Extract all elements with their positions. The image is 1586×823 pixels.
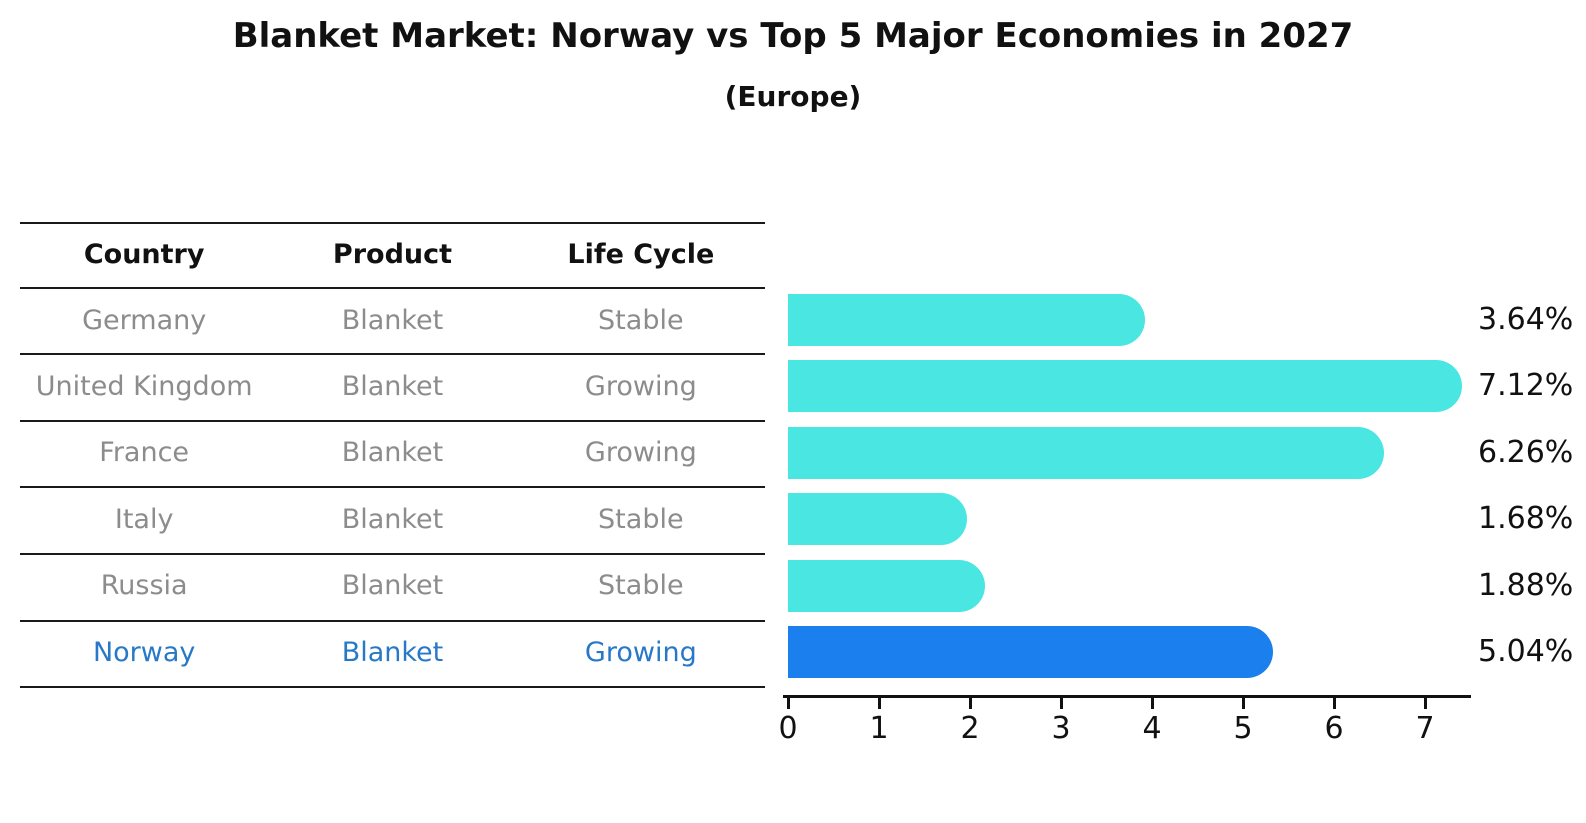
table-header-row: Country Product Life Cycle (20, 222, 765, 286)
x-axis-tick (968, 698, 972, 709)
table-cell-country: France (99, 437, 190, 469)
table-cell-lifecycle: Stable (598, 570, 684, 602)
table-cell-product: Blanket (341, 304, 444, 336)
bar-value-label: 7.12% (1478, 368, 1574, 404)
bar-value-label: 6.26% (1478, 434, 1574, 470)
bar-value-label: 1.88% (1478, 567, 1574, 603)
x-axis-tick-label: 5 (1233, 711, 1253, 746)
x-axis-tick-label: 7 (1415, 711, 1435, 746)
table-cell-country: Germany (82, 304, 207, 336)
bar-value-label: 3.64% (1478, 302, 1574, 337)
bar-value-label: 5.04% (1478, 634, 1574, 669)
table-cell-lifecycle: Growing (584, 636, 697, 668)
table-cell-lifecycle: Growing (584, 370, 697, 402)
table-cell-lifecycle: Stable (598, 304, 684, 336)
x-axis-tick (1423, 698, 1427, 709)
x-axis-tick-label: 2 (960, 711, 980, 746)
x-axis-tick (877, 698, 881, 709)
table-divider (20, 420, 765, 422)
chart-title: Blanket Market: Norway vs Top 5 Major Ec… (232, 16, 1354, 56)
table-cell-product: Blanket (341, 503, 444, 535)
bar-italy (788, 493, 967, 546)
table-cell-product: Blanket (341, 437, 444, 469)
x-axis-tick-label: 1 (869, 711, 889, 746)
table-divider (20, 553, 765, 555)
x-axis-tick-label: 0 (778, 711, 798, 746)
table-cell-lifecycle: Growing (584, 437, 697, 469)
table-row: Russia Blanket Stable (20, 553, 765, 619)
x-axis-tick-label: 6 (1324, 711, 1344, 746)
x-axis-tick (1150, 698, 1154, 709)
table-row: Germany Blanket Stable (20, 287, 765, 353)
table-row: Italy Blanket Stable (20, 486, 765, 552)
x-axis-tick (1059, 698, 1063, 709)
x-axis-tick (1241, 698, 1245, 709)
bar-value-label: 1.68% (1478, 501, 1574, 537)
table-cell-country: Norway (92, 636, 196, 668)
table-cell-country: Russia (100, 570, 188, 602)
bar-france (788, 426, 1384, 479)
table-header-product: Product (332, 238, 453, 270)
table-cell-country: United Kingdom (35, 370, 253, 402)
table-cell-product: Blanket (341, 570, 444, 602)
table-cell-product: Blanket (341, 636, 444, 668)
x-axis-tick-label: 4 (1142, 711, 1162, 746)
table-row: France Blanket Growing (20, 420, 765, 486)
table-divider (20, 353, 765, 355)
table-divider (20, 686, 765, 688)
table-header-lifecycle: Life Cycle (567, 238, 715, 270)
x-axis-tick-label: 3 (1051, 711, 1071, 746)
table-row: United Kingdom Blanket Growing (20, 353, 765, 419)
x-axis-line (783, 695, 1471, 698)
bar-germany (788, 294, 1146, 346)
bar-norway-highlighted (788, 626, 1273, 678)
x-axis-tick (786, 698, 790, 709)
bar-united-kingdom (788, 360, 1462, 413)
table-header-country: Country (83, 238, 205, 270)
table-cell-lifecycle: Stable (598, 503, 684, 535)
table-cell-country: Italy (114, 503, 174, 535)
table-cell-product: Blanket (341, 370, 444, 402)
table-divider (20, 287, 765, 289)
x-axis-tick (1332, 698, 1336, 709)
table-row-highlighted: Norway Blanket Growing (20, 619, 765, 685)
bar-russia (788, 559, 986, 612)
table-divider (20, 222, 765, 224)
table-divider (20, 620, 765, 622)
table-divider (20, 486, 765, 488)
chart-subtitle: (Europe) (724, 80, 862, 113)
